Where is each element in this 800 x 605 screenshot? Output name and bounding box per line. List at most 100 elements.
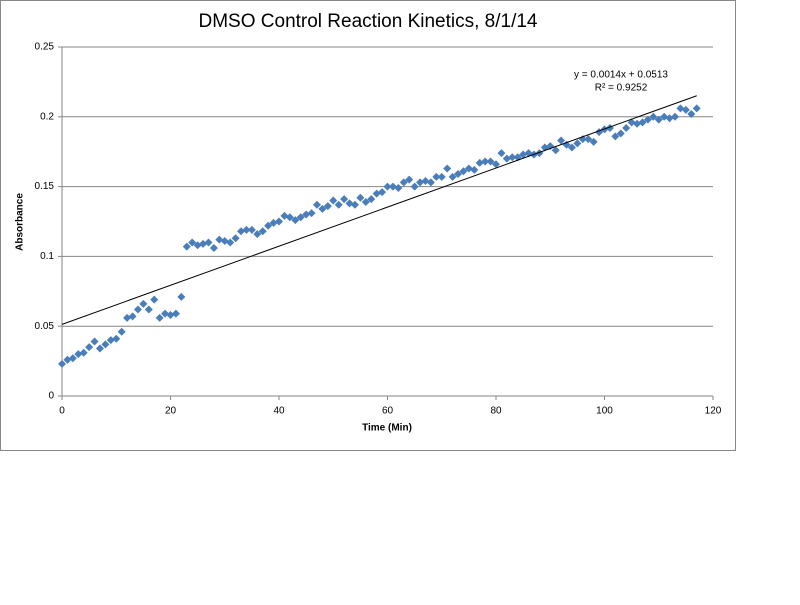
data-point xyxy=(171,309,180,318)
data-point xyxy=(475,158,484,167)
data-point xyxy=(584,135,593,144)
data-point xyxy=(611,132,620,141)
data-point xyxy=(253,230,262,239)
data-point xyxy=(616,129,625,138)
data-point xyxy=(394,183,403,192)
data-point xyxy=(486,157,495,166)
data-point xyxy=(193,241,202,250)
data-point xyxy=(448,172,457,181)
data-point xyxy=(133,305,142,314)
data-point xyxy=(470,165,479,174)
data-point xyxy=(410,182,419,191)
data-point xyxy=(367,195,376,204)
data-point xyxy=(356,193,365,202)
data-point xyxy=(383,182,392,191)
data-point xyxy=(144,305,153,314)
data-point xyxy=(551,146,560,155)
data-point xyxy=(687,110,696,119)
data-point xyxy=(665,114,674,123)
data-point xyxy=(535,149,544,158)
data-point xyxy=(323,202,332,211)
data-point xyxy=(95,344,104,353)
y-tick-label: 0.05 xyxy=(35,321,55,332)
data-point xyxy=(302,210,311,219)
data-point xyxy=(74,350,83,359)
data-point xyxy=(85,343,94,352)
data-point xyxy=(182,242,191,251)
y-tick-label: 0 xyxy=(48,391,54,402)
data-point xyxy=(497,149,506,158)
data-point xyxy=(247,225,256,234)
data-point xyxy=(58,359,66,368)
data-point xyxy=(388,182,397,191)
x-tick-label: 100 xyxy=(596,406,613,417)
data-point xyxy=(209,244,218,253)
data-point xyxy=(166,311,175,320)
data-point xyxy=(155,313,164,322)
data-point xyxy=(237,227,246,236)
data-point xyxy=(378,188,387,197)
data-point xyxy=(557,136,566,145)
data-point xyxy=(633,119,642,128)
data-point xyxy=(567,143,576,152)
data-point xyxy=(215,235,224,244)
data-point xyxy=(307,209,316,218)
x-tick-label: 20 xyxy=(165,406,177,417)
data-point xyxy=(79,348,88,357)
data-point xyxy=(426,178,435,187)
chart-title: DMSO Control Reaction Kinetics, 8/1/14 xyxy=(199,11,538,32)
data-point xyxy=(117,327,126,336)
data-point xyxy=(345,199,354,208)
y-tick-label: 0.15 xyxy=(35,181,55,192)
data-point xyxy=(258,227,267,236)
x-tick-label: 120 xyxy=(705,406,722,417)
data-point xyxy=(519,150,528,159)
data-point xyxy=(437,172,446,181)
data-point xyxy=(443,164,452,173)
data-point xyxy=(643,115,652,124)
data-point xyxy=(660,112,669,121)
data-point xyxy=(269,218,278,227)
data-point xyxy=(589,137,598,146)
data-point xyxy=(464,164,473,173)
x-tick-label: 40 xyxy=(273,406,285,417)
data-point xyxy=(280,211,289,220)
data-point xyxy=(161,309,170,318)
data-point xyxy=(68,354,77,363)
x-axis-title: Time (Min) xyxy=(362,423,412,434)
data-point xyxy=(291,216,300,225)
data-point xyxy=(459,167,468,176)
data-point xyxy=(622,123,631,132)
data-point xyxy=(671,112,680,121)
data-point xyxy=(285,213,294,222)
data-point xyxy=(139,299,148,308)
data-point xyxy=(329,196,338,205)
data-point xyxy=(649,112,658,121)
data-point xyxy=(220,237,229,246)
data-point xyxy=(361,197,370,206)
data-point xyxy=(204,238,213,247)
data-point xyxy=(312,200,321,209)
data-point xyxy=(692,104,701,113)
trendline-r2: R² = 0.9252 xyxy=(595,83,648,94)
data-point xyxy=(112,334,121,343)
data-point xyxy=(405,175,414,184)
data-point xyxy=(101,340,110,349)
data-point xyxy=(242,225,251,234)
x-tick-label: 80 xyxy=(490,406,502,417)
data-point xyxy=(372,189,381,198)
data-point xyxy=(106,336,115,345)
data-point xyxy=(399,178,408,187)
data-point xyxy=(421,177,430,186)
trendline xyxy=(61,95,697,325)
data-point xyxy=(416,178,425,187)
data-point xyxy=(226,238,235,247)
data-point xyxy=(676,104,685,113)
data-point xyxy=(681,105,690,114)
data-point xyxy=(128,312,137,321)
data-point xyxy=(638,118,647,127)
data-point xyxy=(492,160,500,169)
chart-frame xyxy=(0,0,736,451)
